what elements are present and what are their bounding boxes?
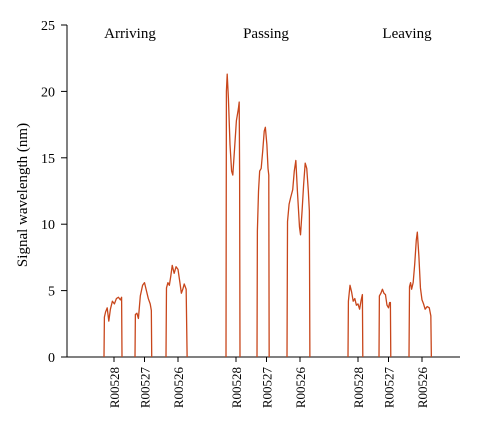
group-label: Passing — [243, 26, 289, 42]
y-tick-label: 10 — [41, 218, 55, 233]
labels-layer: Arriving R00528 R00527 R00526 Passing R00528 R… — [104, 26, 432, 408]
y-tick-label: 20 — [41, 85, 55, 100]
series-line — [103, 296, 123, 358]
x-tick-label: R00526 — [415, 367, 430, 409]
group-label: Leaving — [382, 26, 432, 42]
y-tick-label: 15 — [41, 152, 55, 167]
x-tick-label: R00527 — [138, 367, 153, 409]
x-tick-label: R00528 — [107, 367, 122, 408]
x-tick-label: R00527 — [260, 367, 275, 409]
y-tick-label: 5 — [48, 285, 55, 300]
x-tick-label: R00527 — [382, 367, 397, 409]
series-line — [378, 288, 392, 358]
series-line — [408, 231, 433, 358]
series-line — [165, 264, 188, 358]
y-tick-label: 25 — [41, 19, 55, 34]
axes: 0 5 10 15 20 25 — [41, 19, 460, 366]
series-layer — [103, 73, 433, 358]
series-line — [134, 281, 153, 358]
series-line — [286, 159, 311, 358]
series-line — [225, 73, 241, 358]
x-tick-label: R00528 — [351, 367, 366, 408]
series-line — [256, 126, 270, 358]
x-tick-label: R00528 — [229, 367, 244, 408]
series-line — [347, 284, 364, 358]
x-tick-label: R00526 — [293, 367, 308, 409]
y-axis-label: Signal wavelength (nm) — [15, 123, 31, 267]
group-label: Arriving — [104, 26, 156, 42]
y-tick-label: 0 — [48, 351, 55, 366]
x-tick-label: R00526 — [171, 367, 186, 409]
